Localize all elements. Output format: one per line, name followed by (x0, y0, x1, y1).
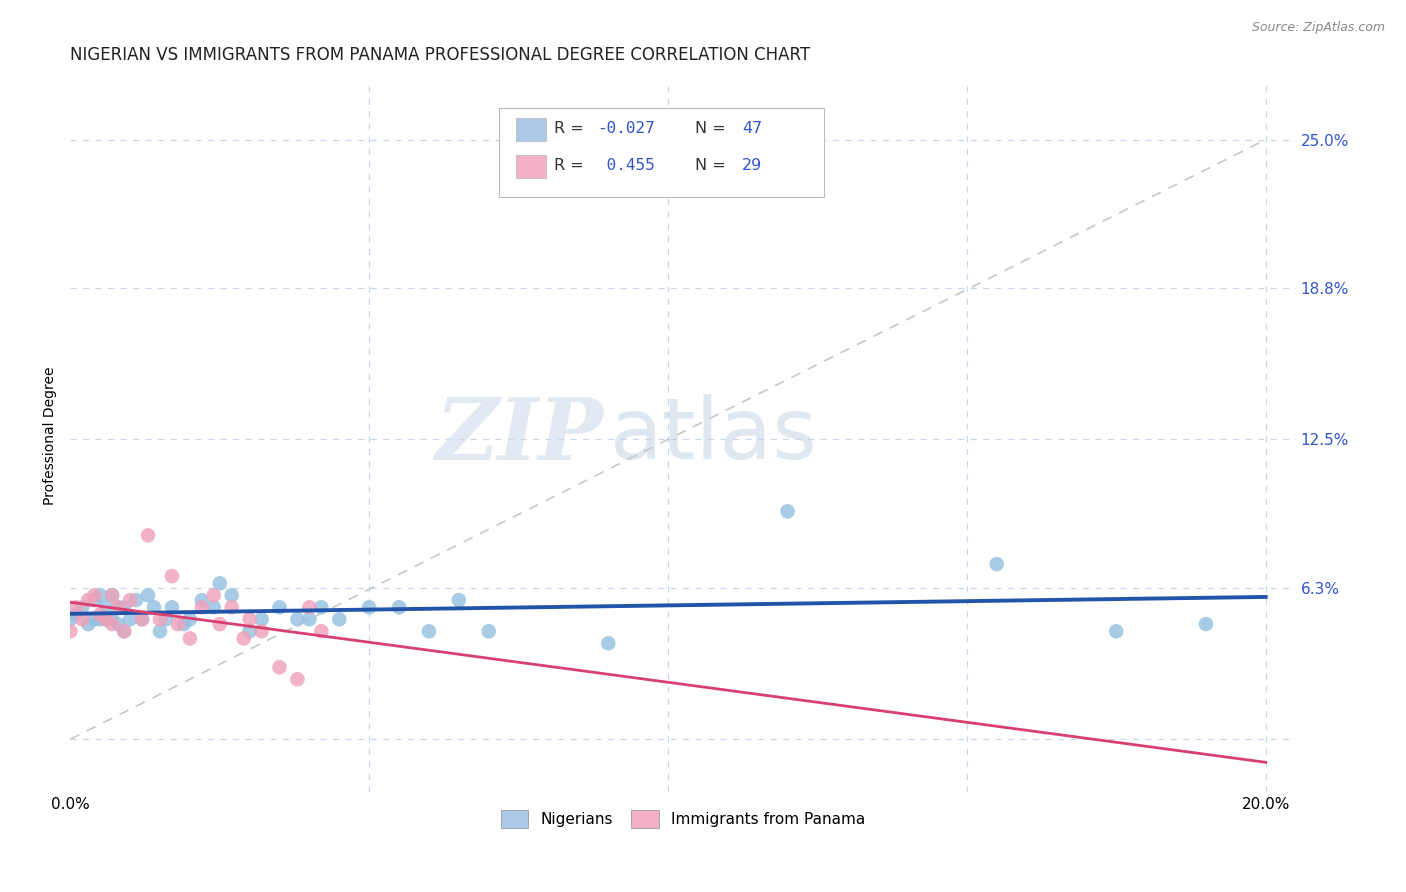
Point (232, 632, 254, 646)
Point (72, 612, 94, 626)
Point (112, 624, 135, 639)
Point (120, 612, 142, 626)
Text: NIGERIAN VS IMMIGRANTS FROM PANAMA PROFESSIONAL DEGREE CORRELATION CHART: NIGERIAN VS IMMIGRANTS FROM PANAMA PROFE… (70, 46, 810, 64)
Point (160, 600, 183, 615)
Point (72, 600, 94, 615)
Point (986, 557, 1008, 571)
Text: 47: 47 (742, 121, 762, 136)
Point (125, 593, 148, 607)
Point (221, 600, 243, 615)
Point (239, 612, 262, 626)
Point (83, 588, 105, 602)
Point (101, 588, 124, 602)
Point (149, 612, 172, 626)
Point (776, 504, 799, 518)
Point (287, 612, 309, 626)
Point (269, 600, 291, 615)
Text: atlas: atlas (609, 394, 817, 477)
Point (107, 617, 129, 632)
Point (149, 624, 172, 639)
Point (250, 624, 273, 639)
Point (287, 672, 309, 686)
Point (1195, 617, 1218, 632)
Point (112, 624, 135, 639)
Point (59, 624, 82, 639)
Point (298, 600, 321, 615)
Point (311, 600, 333, 615)
Point (250, 612, 273, 626)
Point (202, 600, 225, 615)
Text: R =: R = (554, 121, 583, 136)
FancyBboxPatch shape (516, 118, 546, 141)
Point (143, 600, 166, 615)
Point (77, 617, 100, 632)
Point (179, 632, 201, 646)
Point (418, 624, 440, 639)
Point (96, 612, 118, 626)
Point (101, 588, 124, 602)
Point (208, 576, 231, 591)
Point (65, 607, 87, 622)
Point (96, 600, 118, 615)
Point (208, 617, 231, 632)
Point (221, 588, 243, 602)
Point (447, 593, 470, 607)
Point (120, 593, 142, 607)
Legend: Nigerians, Immigrants from Panama: Nigerians, Immigrants from Panama (495, 805, 872, 834)
Point (59, 612, 82, 626)
Point (131, 612, 153, 626)
Point (107, 600, 129, 615)
Point (160, 569, 183, 583)
Point (269, 660, 291, 674)
FancyBboxPatch shape (516, 155, 546, 178)
Point (155, 612, 177, 626)
Point (107, 600, 129, 615)
Text: ZIP: ZIP (436, 394, 603, 477)
Text: 0.455: 0.455 (598, 159, 655, 173)
Point (173, 617, 195, 632)
Y-axis label: Professional Degree: Professional Degree (44, 367, 58, 505)
Point (83, 593, 105, 607)
Point (311, 624, 333, 639)
Text: R =: R = (554, 159, 583, 173)
Point (89, 612, 111, 626)
Point (179, 612, 201, 626)
Point (1105, 624, 1128, 639)
Point (167, 617, 190, 632)
Point (89, 607, 111, 622)
Point (388, 600, 411, 615)
Point (239, 624, 262, 639)
Point (328, 612, 350, 626)
Point (191, 600, 214, 615)
Point (598, 636, 620, 650)
Point (298, 612, 321, 626)
Text: N =: N = (695, 121, 725, 136)
Point (136, 588, 159, 602)
Point (136, 528, 159, 542)
Text: Source: ZipAtlas.com: Source: ZipAtlas.com (1251, 21, 1385, 34)
Point (65, 600, 87, 615)
Point (112, 600, 135, 615)
FancyBboxPatch shape (499, 108, 824, 197)
Point (359, 600, 381, 615)
Point (101, 617, 124, 632)
Point (131, 612, 153, 626)
Text: -0.027: -0.027 (598, 121, 655, 136)
Point (89, 588, 111, 602)
Point (478, 624, 501, 639)
Point (202, 588, 225, 602)
Text: 29: 29 (742, 159, 762, 173)
Point (96, 612, 118, 626)
Point (83, 612, 105, 626)
Point (77, 593, 100, 607)
Point (101, 612, 124, 626)
Point (191, 593, 214, 607)
Text: N =: N = (695, 159, 725, 173)
